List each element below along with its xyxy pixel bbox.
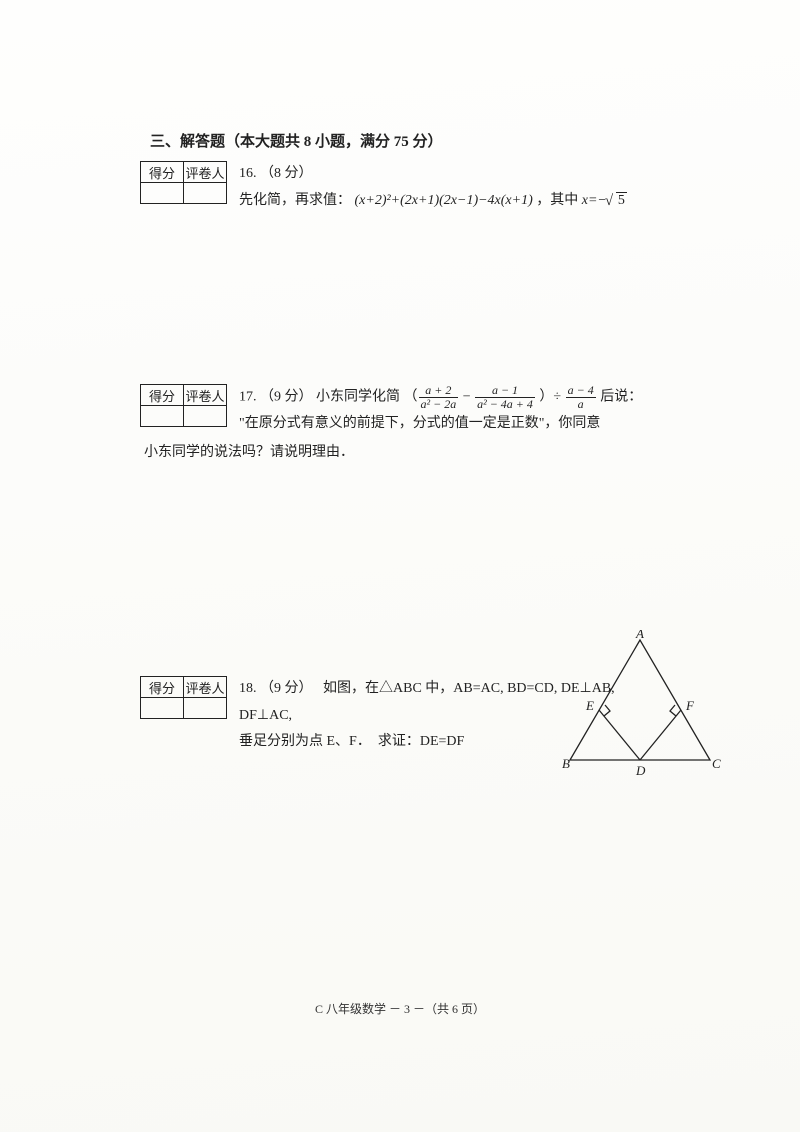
problem-number: 18. <box>239 681 257 696</box>
p16-expression: (x+2)²+(2x+1)(2x−1)−4x(x+1) <box>355 193 533 208</box>
label-d: D <box>635 763 646 778</box>
grader-header: 评卷人 <box>184 677 227 698</box>
label-e: E <box>585 698 594 713</box>
p16-suffix: ，其中 <box>536 193 582 208</box>
frac2-num: a − 1 <box>475 384 535 398</box>
problem-number: 16. <box>239 166 257 181</box>
section-title: 三、解答题（本大题共 8 小题，满分 75 分） <box>150 130 700 151</box>
score-table-16: 得分 评卷人 <box>140 161 227 204</box>
exam-page: 三、解答题（本大题共 8 小题，满分 75 分） 得分 评卷人 16. （8 分… <box>0 0 800 1132</box>
problem-16-text: 16. （8 分） 先化简，再求值： (x+2)²+(2x+1)(2x−1)−4… <box>239 161 627 214</box>
p16-prefix: 先化简，再求值： <box>239 193 351 208</box>
grader-cell[interactable] <box>184 406 227 427</box>
score-cell[interactable] <box>141 183 184 204</box>
problem-17: 得分 评卷人 17. （9 分） 小东同学化简 （ a + 2 a² − 2a … <box>140 384 700 466</box>
label-c: C <box>712 756 721 771</box>
grader-cell[interactable] <box>184 183 227 204</box>
fraction-1: a + 2 a² − 2a <box>419 384 459 410</box>
frac1-num: a + 2 <box>419 384 459 398</box>
score-cell[interactable] <box>141 698 184 719</box>
problem-17-text: 17. （9 分） 小东同学化简 （ a + 2 a² − 2a − a − 1… <box>239 384 642 438</box>
divide-sign: ）÷ <box>539 390 561 405</box>
segment-df <box>640 710 681 760</box>
right-angle-f <box>670 705 676 716</box>
minus-sign: − <box>463 390 471 405</box>
grader-cell[interactable] <box>184 698 227 719</box>
p17-after: 后说： <box>600 390 642 405</box>
score-header: 得分 <box>141 677 184 698</box>
sqrt-icon: 5 <box>607 188 627 215</box>
p17-line2: "在原分式有意义的前提下，分式的值一定是正数"，你同意 <box>239 416 600 431</box>
segment-de <box>599 710 640 760</box>
p17-lead: 小东同学化简 <box>316 390 400 405</box>
frac1-den: a² − 2a <box>419 398 459 411</box>
score-table-17: 得分 评卷人 <box>140 384 227 427</box>
problem-16: 得分 评卷人 16. （8 分） 先化简，再求值： (x+2)²+(2x+1)(… <box>140 161 700 214</box>
grader-header: 评卷人 <box>184 385 227 406</box>
p18-line2: 垂足分别为点 E、F． 求证：DE=DF <box>239 734 464 749</box>
page-footer: C 八年级数学 － 3 －（共 6 页） <box>0 1000 800 1017</box>
label-a: A <box>635 630 644 641</box>
fraction-3: a − 4 a <box>566 384 596 410</box>
score-header: 得分 <box>141 385 184 406</box>
problem-points: （9 分） <box>260 390 313 405</box>
label-f: F <box>685 698 695 713</box>
problem-number: 17. <box>239 390 257 405</box>
frac3-den: a <box>566 398 596 411</box>
problem-points: （9 分） <box>260 681 306 696</box>
sqrt-radicand: 5 <box>616 192 627 208</box>
score-table-18: 得分 评卷人 <box>140 676 227 719</box>
score-header: 得分 <box>141 162 184 183</box>
problem-points: （8 分） <box>260 166 313 181</box>
p17-line3: 小东同学的说法吗？请说明理由． <box>144 440 700 467</box>
score-cell[interactable] <box>141 406 184 427</box>
label-b: B <box>562 756 570 771</box>
fraction-2: a − 1 a² − 4a + 4 <box>475 384 535 410</box>
frac2-den: a² − 4a + 4 <box>475 398 535 411</box>
triangle-figure: A B C D E F <box>550 630 730 780</box>
p16-xeq: x=− <box>582 193 607 208</box>
grader-header: 评卷人 <box>184 162 227 183</box>
frac3-num: a − 4 <box>566 384 596 398</box>
right-angle-e <box>604 705 610 716</box>
